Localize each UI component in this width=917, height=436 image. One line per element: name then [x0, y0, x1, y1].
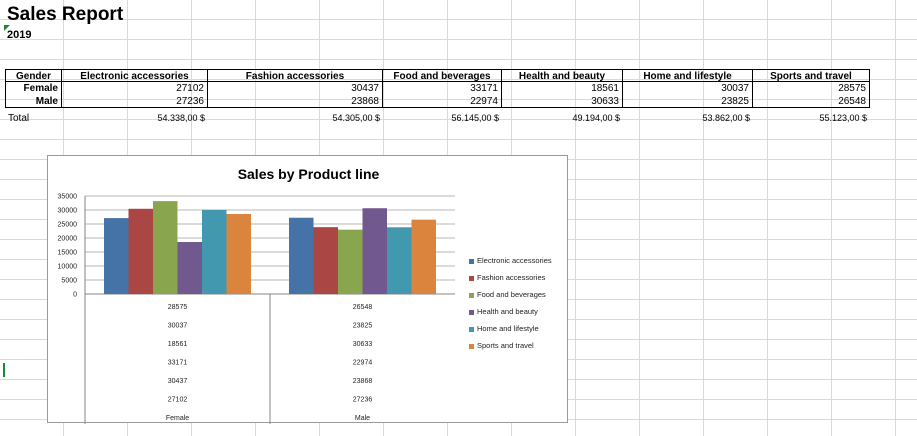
bar [226, 213, 251, 294]
table-cell[interactable]: 30437 [208, 82, 383, 95]
legend-swatch [469, 343, 474, 349]
total-cell[interactable]: 49.194,00 $ [572, 113, 620, 123]
row-label[interactable]: Female [5, 82, 62, 95]
y-tick-label: 5000 [61, 278, 77, 285]
y-tick-label: 0 [73, 292, 77, 299]
bar [153, 201, 178, 294]
legend-item: Electronic accessories [469, 255, 552, 266]
cell-comment-indicator [4, 25, 10, 31]
table-cell[interactable]: 33171 [383, 82, 502, 95]
legend-item: Sports and travel [469, 340, 534, 351]
table-cell[interactable]: 22974 [383, 95, 502, 108]
legend-swatch [469, 275, 474, 281]
data-table-cell: 33171 [168, 360, 188, 367]
data-table-cell: 30437 [168, 378, 188, 385]
legend-item: Food and beverages [469, 289, 546, 300]
legend-label: Home and lifestyle [477, 324, 539, 333]
data-table-cell: 22974 [353, 360, 373, 367]
bar [411, 219, 436, 294]
table-cell[interactable]: 18561 [502, 82, 623, 95]
header-cell[interactable]: Fashion accessories [208, 69, 383, 82]
sheet-year: 2019 [7, 29, 32, 41]
selection-marker [3, 363, 5, 377]
chart-plot: 0 5000 10000 15000 20000 25000 30000 35000 28575… [58, 194, 455, 424]
y-tick-label: 20000 [58, 236, 78, 243]
legend-label: Sports and travel [477, 341, 534, 350]
bar [387, 227, 412, 294]
table-cell[interactable]: 23825 [623, 95, 753, 108]
bar [128, 208, 153, 294]
legend-label: Food and beverages [477, 290, 546, 299]
legend-label: Electronic accessories [477, 256, 552, 265]
total-label[interactable]: Total [8, 113, 30, 124]
legend-item: Fashion accessories [469, 272, 545, 283]
total-cell[interactable]: 56.145,00 $ [451, 113, 499, 123]
header-cell[interactable]: Home and lifestyle [623, 69, 753, 82]
table-cell[interactable]: 27236 [62, 95, 208, 108]
data-table-cell: 27102 [168, 397, 188, 404]
header-cell[interactable]: Electronic accessories [62, 69, 208, 82]
legend-swatch [469, 326, 474, 332]
legend-swatch [469, 258, 474, 264]
table-cell[interactable]: 28575 [753, 82, 870, 95]
data-table-cell: 26548 [353, 304, 373, 311]
header-cell[interactable]: Sports and travel [753, 69, 870, 82]
header-cell[interactable]: Gender [5, 69, 62, 82]
sales-chart[interactable]: Sales by Product line 0 5000 10000 15000 200… [47, 155, 568, 424]
header-cell[interactable]: Food and beverages [383, 69, 502, 82]
legend-swatch [469, 309, 474, 315]
table-cell[interactable]: 23868 [208, 95, 383, 108]
bar [104, 218, 129, 294]
bar [362, 208, 387, 294]
data-table-cell: 18561 [168, 341, 188, 348]
y-tick-label: 15000 [58, 250, 78, 257]
bar [338, 229, 363, 294]
legend-label: Fashion accessories [477, 273, 546, 282]
y-tick-label: 25000 [58, 222, 78, 229]
table-cell[interactable]: 26548 [753, 95, 870, 108]
total-cell[interactable]: 54.305,00 $ [332, 113, 380, 123]
row-label[interactable]: Male [5, 95, 62, 108]
y-tick-label: 35000 [58, 194, 78, 201]
y-tick-label: 10000 [58, 264, 78, 271]
total-cell[interactable]: 53.862,00 $ [702, 113, 750, 123]
header-cell[interactable]: Health and beauty [502, 69, 623, 82]
total-cell[interactable]: 55.123,00 $ [819, 113, 867, 123]
bar [313, 227, 338, 294]
data-table-cell: 30037 [168, 323, 188, 330]
legend-swatch [469, 292, 474, 298]
table-cell[interactable]: 30633 [502, 95, 623, 108]
legend-label: Health and beauty [477, 307, 538, 316]
bar [177, 242, 202, 294]
table-cell[interactable]: 30037 [623, 82, 753, 95]
legend-item: Home and lifestyle [469, 323, 539, 334]
data-table-cell: 23825 [353, 323, 373, 330]
bar [202, 209, 227, 294]
data-table-cell: 27236 [353, 397, 373, 404]
y-tick-label: 30000 [58, 208, 78, 215]
legend-item: Health and beauty [469, 306, 538, 317]
data-table-cell: 28575 [168, 304, 188, 311]
category-label: Female [166, 415, 189, 422]
bar [289, 217, 314, 294]
category-label: Male [355, 415, 370, 422]
data-table-cell: 30633 [353, 341, 373, 348]
sheet-title: Sales Report [7, 4, 124, 25]
data-table-cell: 23868 [353, 378, 373, 385]
total-cell[interactable]: 54.338,00 $ [157, 113, 205, 123]
table-cell[interactable]: 27102 [62, 82, 208, 95]
chart-title: Sales by Product line [237, 166, 380, 182]
